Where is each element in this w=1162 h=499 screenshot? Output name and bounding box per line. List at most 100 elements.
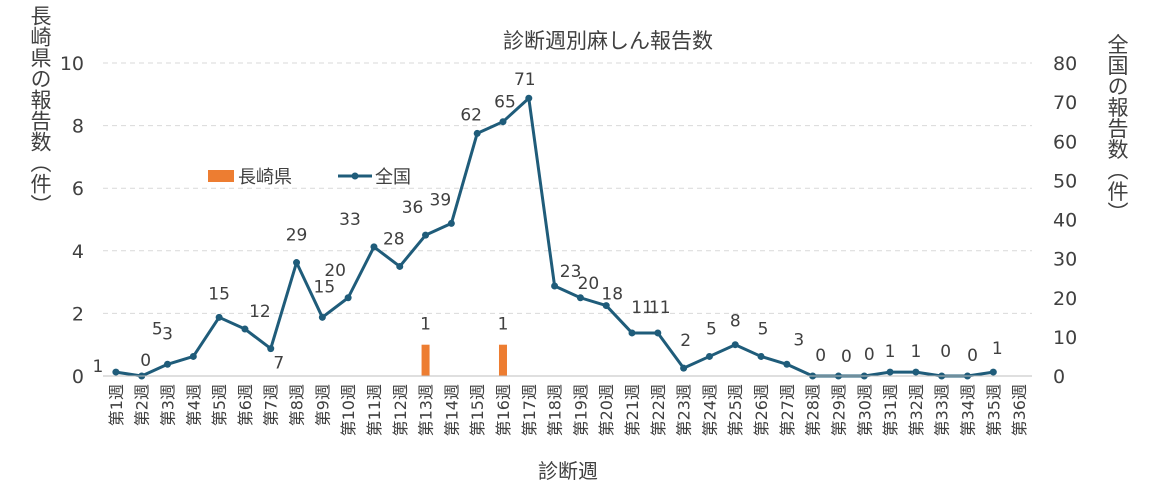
- y-right-tick-label: 40: [1053, 210, 1077, 232]
- line-data-label: 20: [578, 274, 600, 294]
- y-axis-right-title-text: 全国の報告数（件）: [1105, 34, 1129, 223]
- axes: 024681001020304050607080第1週 第2週 第3週 第4週 第5週第…: [60, 53, 1077, 436]
- line-data-label: 11: [631, 298, 653, 318]
- line-data-label: 1: [885, 342, 896, 362]
- line-data-label: 23: [560, 262, 582, 282]
- line-point: [241, 325, 249, 333]
- x-tick-label: 第1週: [107, 384, 126, 426]
- legend-marker-line: [351, 172, 359, 180]
- line-point: [757, 352, 765, 360]
- line-point: [783, 360, 791, 368]
- line-data-label: 1: [992, 339, 1003, 359]
- bar-series: [421, 344, 507, 376]
- y-left-tick-label: 2: [72, 303, 84, 325]
- x-tick-label: 第27週: [778, 384, 797, 436]
- line-data-label: 0: [967, 346, 978, 366]
- line-data-label: 12: [249, 302, 271, 322]
- legend-swatch-bar: [208, 170, 234, 182]
- x-tick-label: 第36週: [1010, 384, 1029, 436]
- x-tick-label: 第10週: [339, 384, 358, 436]
- line-data-label: 1: [92, 357, 103, 377]
- line-point: [164, 360, 172, 368]
- line-data-label: 28: [383, 229, 405, 249]
- y-right-tick-label: 0: [1053, 366, 1065, 388]
- y-right-tick-label: 20: [1053, 288, 1077, 310]
- line-point: [886, 368, 894, 376]
- x-tick-label: 第15週: [468, 384, 487, 436]
- line-data-label: 0: [815, 346, 826, 366]
- x-tick-label: 第19週: [571, 384, 590, 436]
- x-tick-label: 第6週: [236, 384, 255, 426]
- line-data-label: 15: [208, 284, 230, 304]
- x-tick-label: 第4週: [184, 384, 203, 426]
- x-tick-label: 第18週: [546, 384, 565, 436]
- legend-label-bar: 長崎県: [238, 167, 292, 188]
- line-point: [731, 341, 739, 349]
- line-data-label: 71: [514, 70, 536, 90]
- x-tick-label: 第14週: [442, 384, 461, 436]
- legend: 長崎県 全国: [208, 167, 411, 188]
- x-tick-label: 第5週: [210, 384, 229, 426]
- chart-title: 診断週別麻しん報告数: [503, 29, 713, 53]
- x-tick-label: 第32週: [907, 384, 926, 436]
- line-series: [112, 94, 997, 380]
- line-data-label: 33: [339, 210, 361, 230]
- line-point: [189, 352, 197, 360]
- line-point: [344, 294, 352, 302]
- bar-data-label: 1: [420, 315, 431, 335]
- x-tick-label: 第29週: [829, 384, 848, 436]
- x-tick-label: 第2週: [133, 384, 152, 426]
- line-data-label: 36: [402, 198, 424, 218]
- y-left-tick-label: 10: [60, 53, 84, 75]
- line-data-label: 20: [324, 261, 346, 281]
- bar-data-label: 1: [498, 315, 509, 335]
- x-tick-label: 第9週: [313, 384, 332, 426]
- line-point: [267, 345, 275, 353]
- line-data-label: 0: [940, 342, 951, 362]
- line-data-label: 15: [314, 277, 336, 297]
- line-data-label: 29: [286, 226, 308, 246]
- line-data-label: 65: [494, 93, 516, 113]
- x-tick-label: 第21週: [623, 384, 642, 436]
- line-path: [115, 96, 994, 378]
- x-tick-label: 第7週: [262, 384, 281, 426]
- y-right-tick-label: 80: [1053, 53, 1077, 75]
- line-point: [705, 352, 713, 360]
- y-left-tick-label: 8: [72, 116, 84, 138]
- x-tick-label: 第30週: [855, 384, 874, 436]
- line-data-label: 0: [841, 347, 852, 367]
- y-left-tick-label: 4: [72, 241, 84, 263]
- x-tick-label: 第8週: [288, 384, 307, 426]
- line-data-label: 18: [601, 285, 623, 305]
- line-data-label: 0: [864, 345, 875, 365]
- line-data-label: 11: [649, 298, 671, 318]
- bar: [498, 344, 507, 376]
- line-point: [680, 364, 688, 372]
- x-tick-label: 第20週: [597, 384, 616, 436]
- y-right-tick-label: 60: [1053, 131, 1077, 153]
- line-point: [422, 231, 430, 239]
- line-point: [447, 219, 455, 227]
- y-right-tick-label: 50: [1053, 170, 1077, 192]
- line-data-label: 3: [793, 330, 804, 350]
- line-point: [989, 368, 997, 376]
- x-tick-label: 第33週: [933, 384, 952, 436]
- x-tick-label: 第31週: [881, 384, 900, 436]
- y-axis-right-title: 全国の報告数（件）: [1105, 34, 1129, 223]
- line-point: [525, 94, 533, 102]
- x-tick-label: 第16週: [494, 384, 513, 436]
- line-point: [293, 259, 301, 267]
- x-tick-label: 第3週: [159, 384, 178, 426]
- x-tick-label: 第24週: [700, 384, 719, 436]
- x-tick-label: 第34週: [958, 384, 977, 436]
- y-axis-left-title: 長崎県の報告数（件）: [28, 5, 52, 215]
- line-point: [654, 329, 662, 337]
- line-point: [396, 262, 404, 270]
- y-right-tick-label: 30: [1053, 249, 1077, 271]
- line-point: [551, 282, 559, 290]
- line-data-label: 3: [162, 324, 173, 344]
- x-tick-label: 第23週: [675, 384, 694, 436]
- y-left-tick-label: 0: [72, 366, 84, 388]
